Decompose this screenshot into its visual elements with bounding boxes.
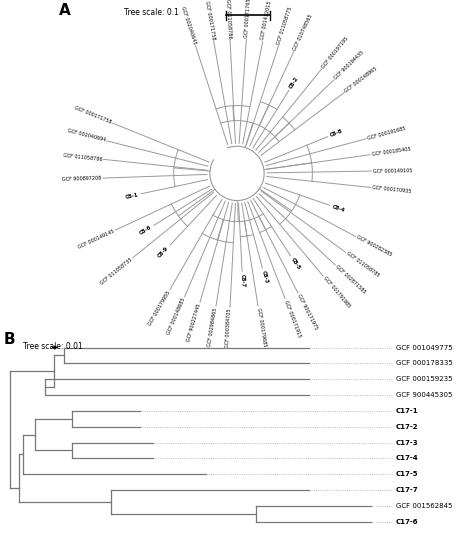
Text: C8-8: C8-8 bbox=[330, 128, 344, 138]
Text: C8-3: C8-3 bbox=[261, 270, 269, 285]
Text: GCF 001562845: GCF 001562845 bbox=[396, 503, 452, 509]
Text: GCF 000149145: GCF 000149145 bbox=[77, 228, 115, 250]
Text: GCF 000159235: GCF 000159235 bbox=[396, 376, 452, 382]
Text: GCF 011058786: GCF 011058786 bbox=[225, 0, 232, 38]
Text: C8-2: C8-2 bbox=[288, 75, 300, 89]
Text: GCF 900194435: GCF 900194435 bbox=[333, 50, 365, 81]
Text: GCF 001791985: GCF 001791985 bbox=[322, 276, 351, 309]
Text: Tree scale: 0.01: Tree scale: 0.01 bbox=[23, 342, 82, 351]
Text: A: A bbox=[59, 3, 71, 18]
Text: GCF 010748565: GCF 010748565 bbox=[292, 13, 313, 51]
Text: GCF 900227445: GCF 900227445 bbox=[186, 303, 202, 342]
Text: GCF 011058786: GCF 011058786 bbox=[63, 152, 102, 162]
Text: C8-7: C8-7 bbox=[240, 274, 246, 288]
Text: Tree scale: 0.1: Tree scale: 0.1 bbox=[124, 7, 179, 17]
Text: GCF 900171975: GCF 900171975 bbox=[296, 293, 319, 331]
Text: GCF 011058785: GCF 011058785 bbox=[346, 251, 380, 278]
Text: C8-5: C8-5 bbox=[290, 257, 301, 271]
Text: GCF 000170935: GCF 000170935 bbox=[372, 185, 411, 194]
Text: C8-9: C8-9 bbox=[157, 246, 170, 258]
Text: GCF 000149105: GCF 000149105 bbox=[373, 168, 412, 173]
Text: C17-7: C17-7 bbox=[396, 487, 419, 493]
Text: GCF 001049775: GCF 001049775 bbox=[396, 345, 452, 350]
Text: GCF 002040694: GCF 002040694 bbox=[66, 128, 106, 143]
Text: GCF 000179955: GCF 000179955 bbox=[147, 289, 171, 326]
Text: GCF 002871585: GCF 002871585 bbox=[335, 264, 367, 295]
Text: GCF 900445305: GCF 900445305 bbox=[396, 392, 452, 398]
Text: GCF 000171915: GCF 000171915 bbox=[283, 299, 302, 338]
Text: C17-3: C17-3 bbox=[396, 440, 419, 446]
Text: GCF 000197195: GCF 000197195 bbox=[320, 36, 349, 70]
Text: GCF 000171758: GCF 000171758 bbox=[73, 105, 112, 125]
Text: GCF 900282385: GCF 900282385 bbox=[356, 235, 393, 258]
Text: GCF 000171758: GCF 000171758 bbox=[204, 1, 216, 40]
Text: C17-1: C17-1 bbox=[396, 408, 419, 414]
Text: GCF 000178335: GCF 000178335 bbox=[396, 361, 453, 366]
Text: GCF 000171765: GCF 000171765 bbox=[244, 0, 252, 38]
Text: C8-1: C8-1 bbox=[125, 192, 139, 200]
Text: C17-2: C17-2 bbox=[396, 424, 418, 430]
Text: GCF 000384705: GCF 000384705 bbox=[225, 309, 232, 348]
Text: C17-6: C17-6 bbox=[396, 519, 418, 525]
Text: GCF 011058735: GCF 011058735 bbox=[99, 257, 133, 286]
Text: C17-5: C17-5 bbox=[396, 471, 418, 477]
Text: GCF 000148685: GCF 000148685 bbox=[166, 297, 186, 335]
Text: C8-6: C8-6 bbox=[139, 225, 153, 236]
Text: GCF 011058775: GCF 011058775 bbox=[276, 6, 293, 45]
Text: GCF 900897208: GCF 900897208 bbox=[62, 175, 101, 182]
Text: GCF 001432015: GCF 001432015 bbox=[260, 1, 273, 41]
Text: GCF 002040645: GCF 002040645 bbox=[181, 6, 198, 45]
Text: B: B bbox=[4, 332, 16, 347]
Text: GCF 000148965: GCF 000148965 bbox=[344, 66, 378, 94]
Text: C8-4: C8-4 bbox=[332, 204, 346, 213]
Text: C17-4: C17-4 bbox=[396, 455, 419, 461]
Text: GCF 002984865: GCF 002984865 bbox=[207, 307, 218, 347]
Text: GCF 000185405: GCF 000185405 bbox=[371, 147, 411, 157]
Text: GCF 000179685: GCF 000179685 bbox=[256, 307, 267, 347]
Text: GCF 000191685: GCF 000191685 bbox=[367, 126, 407, 141]
